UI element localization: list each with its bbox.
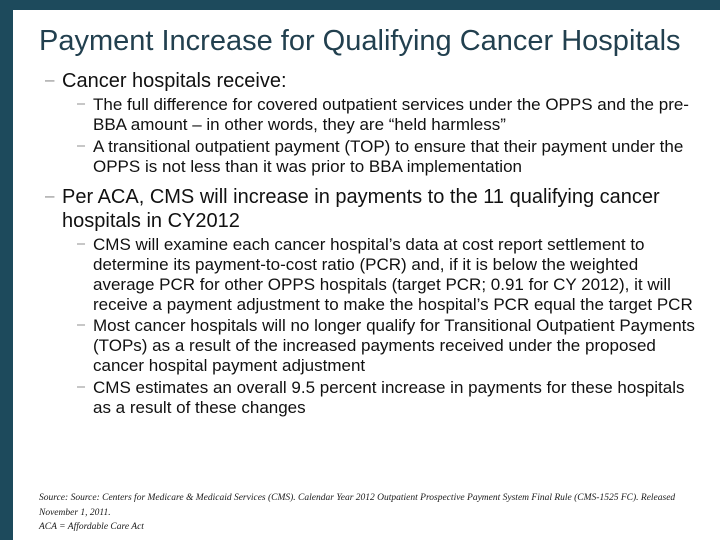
slide-footer: Source: Source: Centers for Medicare & M… xyxy=(39,491,710,535)
bullet-icon: – xyxy=(45,185,55,205)
footer-acronym-line: ACA = Affordable Care Act xyxy=(39,522,144,533)
bullet-text: Most cancer hospitals will no longer qua… xyxy=(93,316,695,376)
bullet-text: CMS will examine each cancer hospital’s … xyxy=(93,234,693,314)
bullet-text: A transitional outpatient payment (TOP) … xyxy=(93,137,684,176)
bullet-icon: – xyxy=(77,379,86,395)
bullet-text: The full difference for covered outpatie… xyxy=(93,95,689,135)
bullet-text: Cancer hospitals receive: xyxy=(62,70,287,93)
bullet-item: – CMS will examine each cancer hospital’… xyxy=(77,235,696,315)
bullet-item: – Per ACA, CMS will increase in payments… xyxy=(45,185,696,233)
bullet-text: Per ACA, CMS will increase in payments t… xyxy=(62,185,660,232)
bullet-text: CMS estimates an overall 9.5 percent inc… xyxy=(93,378,685,417)
bullet-item: – Cancer hospitals receive: xyxy=(45,69,696,93)
bullet-icon: – xyxy=(77,138,86,155)
bullet-item: – The full difference for covered outpat… xyxy=(77,95,696,135)
bullet-item: – A transitional outpatient payment (TOP… xyxy=(77,137,696,177)
bullet-icon: – xyxy=(77,317,86,334)
bullet-icon: – xyxy=(77,235,86,252)
footer-source-line: Source: Source: Centers for Medicare & M… xyxy=(39,492,676,518)
bullet-icon: – xyxy=(45,70,55,90)
bullet-item: – Most cancer hospitals will no longer q… xyxy=(77,316,696,376)
slide-content: Payment Increase for Qualifying Cancer H… xyxy=(13,10,720,418)
bullet-icon: – xyxy=(77,96,86,113)
bullet-item: – CMS estimates an overall 9.5 percent i… xyxy=(77,378,696,418)
slide-title: Payment Increase for Qualifying Cancer H… xyxy=(39,25,681,57)
